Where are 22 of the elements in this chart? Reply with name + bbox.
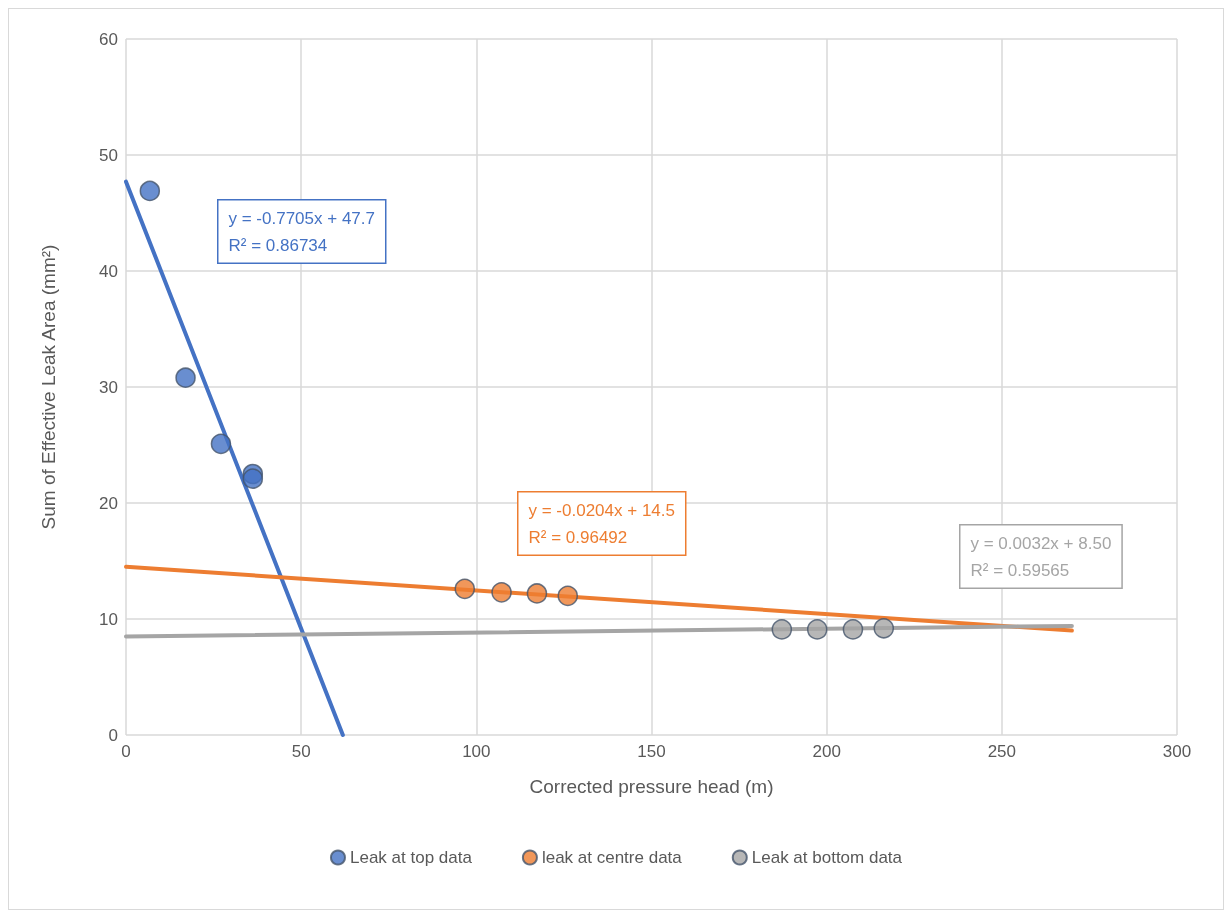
annotation: y = 0.0032x + 8.50 R² = 0.59565 bbox=[970, 533, 1112, 580]
legend-label: leak at centre data bbox=[541, 848, 683, 867]
y-tick-label: 30 bbox=[99, 377, 118, 397]
legend-label: Leak at bottom data bbox=[751, 848, 903, 867]
y-tick-label: 0 bbox=[108, 725, 118, 745]
y-axis-title: Sum of Effective Leak Area (mm²) bbox=[38, 244, 59, 530]
x-tick-label: 300 bbox=[1162, 742, 1192, 761]
x-tick-label: 0 bbox=[121, 742, 131, 761]
x-tick-label: 250 bbox=[987, 742, 1017, 761]
y-tick-label: 40 bbox=[99, 261, 118, 281]
x-axis-title: Corrected pressure head (m) bbox=[529, 776, 774, 797]
x-tick-label: 50 bbox=[291, 742, 311, 761]
y-tick-label: 10 bbox=[99, 609, 118, 629]
y-tick-label: 20 bbox=[99, 493, 118, 513]
y-tick-label: 50 bbox=[99, 145, 118, 165]
x-tick-label: 200 bbox=[812, 742, 841, 761]
legend-label: Leak at top data bbox=[349, 848, 473, 867]
x-tick-label: 100 bbox=[462, 742, 491, 761]
annotation: y = -0.0204x + 14.5 R² = 0.96492 bbox=[528, 500, 675, 547]
annotation: y = -0.7705x + 47.7 R² = 0.86734 bbox=[228, 208, 375, 255]
x-tick-label: 150 bbox=[637, 742, 666, 761]
y-tick-label: 60 bbox=[99, 29, 118, 49]
